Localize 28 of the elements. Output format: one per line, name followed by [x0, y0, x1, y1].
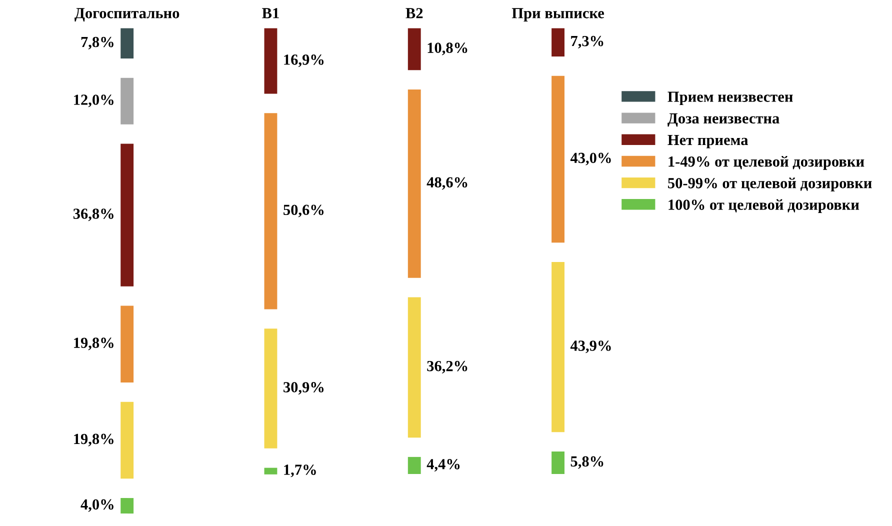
data-label: 43,0% — [570, 152, 611, 166]
data-label: 36,2% — [427, 360, 468, 374]
data-label: 50,6% — [284, 204, 324, 218]
data-label: 19,8% — [74, 434, 114, 446]
legend-label: 50-99% от целевой дозировки — [668, 178, 872, 192]
data-label: 48,6% — [426, 177, 468, 190]
data-label: 5,8% — [570, 456, 604, 469]
data-label: 10,8% — [428, 42, 468, 56]
category-label: В2 — [406, 8, 423, 18]
category-label: В1 — [262, 8, 279, 18]
data-label: 1,7% — [284, 464, 316, 478]
legend-label: Доза неизвестна — [668, 113, 780, 127]
data-label: 43,9% — [570, 340, 611, 354]
legend-label: Нет приема — [668, 134, 748, 148]
data-label: 7,3% — [571, 36, 604, 48]
legend-label: 1-49% от целевой дозировки — [668, 156, 864, 170]
data-label: 30,9% — [284, 382, 324, 395]
data-label: 19,8% — [74, 338, 114, 350]
data-label: 4,0% — [80, 499, 114, 512]
legend-label: Прием неизвестен — [668, 92, 793, 106]
category-label: При выписке — [512, 8, 604, 22]
data-label: 4,4% — [426, 458, 460, 472]
data-label: 36,8% — [73, 208, 114, 222]
category-label: Догоспитально — [74, 8, 180, 22]
legend-label: 100% от целевой дозировки — [668, 199, 860, 214]
data-label: 12,0% — [74, 94, 114, 108]
data-label: 7,8% — [81, 36, 114, 50]
data-label: 16,9% — [284, 54, 324, 68]
